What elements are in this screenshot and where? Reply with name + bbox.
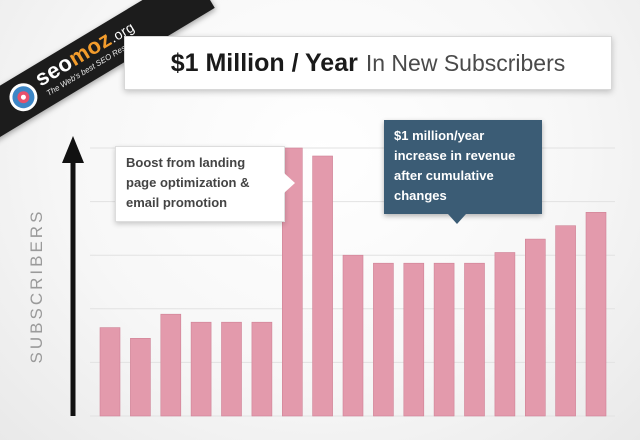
bar-4: [190, 321, 212, 417]
chart-title-rest: In New Subscribers: [365, 49, 566, 76]
callout-pointer: [448, 214, 466, 224]
bar-13: [464, 262, 485, 417]
annotation-line: after cumulative: [394, 168, 494, 183]
annotation-line: increase in revenue: [394, 148, 516, 163]
bar-9: [342, 254, 364, 417]
annotation-line: page optimization &: [126, 175, 250, 190]
annotation-landing-page: Boost from landing page optimization & e…: [115, 146, 295, 222]
logo-ribbon: seomoz.org The Web's best SEO Resource: [0, 0, 215, 142]
bar-11: [403, 262, 425, 417]
bar-2: [130, 337, 151, 417]
bar-8: [312, 155, 333, 417]
annotation-revenue: $1 million/year increase in revenue afte…: [384, 120, 542, 224]
bar-5: [221, 321, 242, 417]
callout-pointer: [284, 173, 295, 193]
annotation-line: $1 million/year: [394, 128, 485, 143]
annotation-line: Boost from landing: [126, 155, 246, 170]
bars: [99, 147, 607, 417]
y-axis-arrow: [62, 136, 84, 416]
chart-title-bold: $1 Million / Year: [170, 48, 358, 77]
bar-3: [160, 313, 182, 417]
bar-10: [373, 262, 394, 417]
bar-16: [555, 225, 576, 417]
bar-7: [281, 147, 303, 417]
bar-17: [585, 212, 607, 417]
bar-1: [99, 327, 121, 417]
chart-title: $1 Million / Year In New Subscribers: [124, 36, 612, 90]
bar-14: [494, 252, 516, 417]
bar-15: [524, 238, 546, 417]
gear-logo-icon: [9, 83, 38, 112]
bar-12: [433, 262, 455, 417]
annotation-line: changes: [394, 188, 447, 203]
bar-6: [251, 321, 273, 417]
y-axis-label: SUBSCRIBERS: [27, 208, 46, 364]
annotation-line: email promotion: [126, 195, 228, 210]
